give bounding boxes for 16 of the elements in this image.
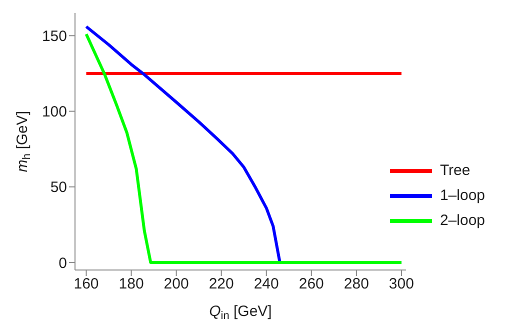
legend-label: 2–loop <box>440 212 485 229</box>
y-tick-label: 0 <box>58 254 67 272</box>
y-tick-label: 100 <box>42 104 67 121</box>
x-tick-label: 260 <box>298 276 324 293</box>
x-tick-label: 240 <box>254 276 279 293</box>
x-axis-title: Q$_{in}$ [GeV] <box>209 303 272 322</box>
x-tick-label: 300 <box>388 276 414 293</box>
x-tick-label: 160 <box>74 276 99 293</box>
y-tick-label: 50 <box>50 179 67 196</box>
y-tick-label: 150 <box>42 28 67 45</box>
x-tick-label: 220 <box>208 276 234 293</box>
x-tick-label: 280 <box>344 276 369 293</box>
x-tick-label: 180 <box>118 276 144 293</box>
legend-label: 1–loop <box>440 187 485 204</box>
x-tick-label: 200 <box>164 276 189 293</box>
legend-label: Tree <box>440 162 470 179</box>
